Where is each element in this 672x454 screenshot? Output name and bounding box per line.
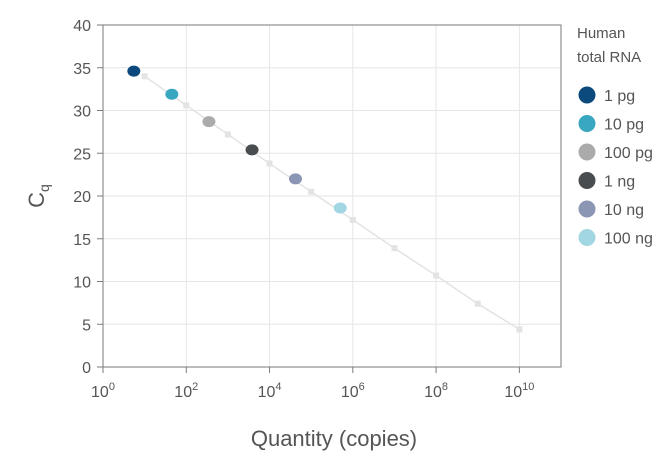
legend-label-100-ng: 100 ng: [604, 231, 653, 248]
x-tick-label-base: 10: [504, 384, 522, 401]
legend-label-1-pg: 1 pg: [604, 88, 635, 105]
x-tick-label-exponent: 8: [442, 381, 448, 393]
y-tick-label: 5: [82, 317, 91, 334]
legend-label-1-ng: 1 ng: [604, 174, 635, 191]
legend-label-100-pg: 100 pg: [604, 145, 653, 162]
x-tick-label: 108: [424, 381, 448, 401]
legend-swatch-100-pg: [578, 143, 596, 161]
x-tick-label-base: 10: [174, 384, 192, 401]
data-points: [127, 65, 347, 214]
data-point-10-pg: [165, 88, 179, 100]
standard-curve-point: [391, 245, 398, 252]
data-point-100-ng: [333, 202, 347, 214]
x-tick-label-base: 10: [341, 384, 359, 401]
legend-swatch-10-ng: [578, 200, 596, 218]
legend-swatch-1-pg: [578, 86, 596, 104]
x-tick-label-exponent: 0: [109, 381, 115, 393]
standard-curve-point: [308, 188, 315, 195]
x-tick-label-exponent: 6: [359, 381, 365, 393]
standard-curve-point: [141, 73, 148, 80]
y-axis-title: Cq: [24, 184, 52, 208]
x-tick-label-exponent: 4: [275, 381, 281, 393]
legend: Human total RNA 1 pg 10 pg 100 pg 1 ng 10 ng…: [577, 25, 653, 248]
standard-curve-point: [433, 272, 440, 279]
y-tick-label: 25: [73, 146, 91, 163]
standard-curve-point: [474, 300, 481, 307]
x-tick-label-exponent: 2: [192, 381, 198, 393]
legend-title-line-1: Human: [577, 25, 625, 42]
y-axis-title-subscript: q: [36, 184, 52, 192]
standard-curve-point: [266, 160, 273, 167]
data-point-1-pg: [127, 65, 141, 77]
y-tick-label: 0: [82, 360, 91, 377]
legend-swatch-10-pg: [578, 115, 596, 132]
grid: [103, 25, 561, 367]
y-tick-label: 35: [73, 61, 91, 78]
standard-curve-line: [144, 75, 520, 331]
standard-curve-point: [349, 216, 356, 223]
x-tick-label-base: 10: [424, 384, 442, 401]
data-point-10-ng: [288, 173, 302, 185]
x-tick-label: 102: [174, 381, 198, 401]
y-tick-label: 20: [73, 189, 91, 206]
data-point-100-pg: [202, 116, 216, 128]
x-tick-label-base: 10: [91, 384, 109, 401]
x-axis-title: Quantity (copies): [251, 426, 417, 451]
legend-title-line-2: total RNA: [577, 49, 641, 66]
legend-label-10-pg: 10 pg: [604, 117, 644, 134]
x-tick-label-exponent: 10: [522, 381, 534, 393]
data-point-1-ng: [245, 144, 259, 156]
x-tick-label: 1010: [504, 381, 534, 401]
standard-curve-point: [183, 102, 190, 109]
x-tick-label: 106: [341, 381, 365, 401]
standard-curve: [141, 73, 523, 333]
y-axis-title-base: C: [24, 192, 49, 208]
y-tick-label: 15: [73, 232, 91, 249]
y-tick-label: 10: [73, 275, 91, 292]
legend-swatch-100-ng: [578, 229, 596, 246]
x-tick-label-base: 10: [258, 384, 276, 401]
y-tick-label: 30: [73, 104, 91, 121]
legend-swatch-1-ng: [578, 172, 596, 189]
legend-label-10-ng: 10 ng: [604, 202, 644, 219]
x-tick-label: 104: [258, 381, 282, 401]
standard-curve-point: [224, 131, 231, 138]
standard-curve-point: [516, 326, 523, 333]
y-tick-label: 40: [73, 18, 91, 35]
x-tick-label: 100: [91, 381, 115, 401]
